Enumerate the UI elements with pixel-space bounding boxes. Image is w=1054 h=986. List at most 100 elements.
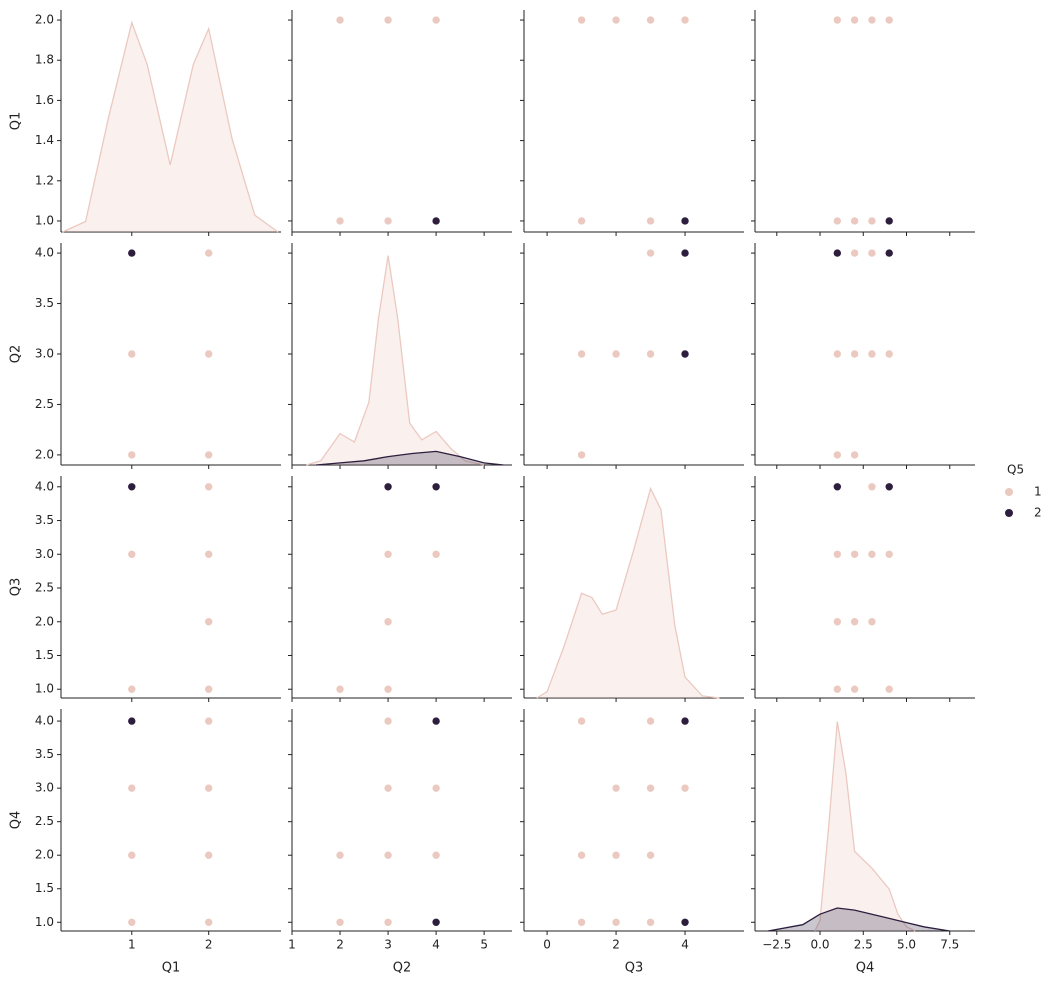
- y-tick-label: 1.5: [35, 881, 54, 895]
- kde-line: [536, 486, 720, 699]
- scatter-point: [127, 482, 137, 492]
- scatter-point: [646, 850, 655, 860]
- x-tick-label: 2: [612, 938, 620, 952]
- y-tick-label: 1.6: [35, 93, 54, 107]
- scatter-point: [646, 15, 655, 25]
- y-tick-label: 2.5: [35, 397, 54, 411]
- x-axis-label: Q4: [856, 961, 875, 976]
- scatter-point: [833, 15, 842, 25]
- scatter-point: [850, 248, 859, 258]
- scatter-point: [383, 917, 393, 927]
- scatter-point: [383, 216, 393, 226]
- scatter-point: [383, 15, 393, 25]
- scatter-point: [383, 482, 393, 492]
- y-tick-label: 1.8: [35, 53, 54, 67]
- y-tick-label: 4.0: [35, 246, 54, 260]
- scatter-point: [646, 216, 655, 226]
- scatter-point: [850, 216, 859, 226]
- scatter-point: [833, 549, 842, 559]
- scatter-point: [833, 684, 842, 694]
- scatter-point: [884, 684, 894, 694]
- x-tick-label: 0.0: [810, 938, 829, 952]
- scatter-point: [383, 549, 393, 559]
- scatter-point: [884, 216, 894, 226]
- legend-label: 2: [1034, 506, 1042, 520]
- y-tick-label: 3.5: [35, 747, 54, 761]
- scatter-point: [833, 482, 842, 492]
- scatter-point: [867, 15, 877, 25]
- y-tick-label: 1.0: [35, 915, 54, 929]
- legend-title: Q5: [1007, 463, 1024, 477]
- scatter-point: [431, 482, 441, 492]
- y-tick-label: 2.0: [35, 614, 54, 628]
- x-tick-label: 5.0: [897, 938, 916, 952]
- scatter-point: [680, 15, 690, 25]
- y-tick-label: 4.0: [35, 479, 54, 493]
- x-axis-label: Q2: [393, 961, 412, 976]
- scatter-point: [204, 482, 213, 492]
- y-axis-label: Q4: [9, 811, 24, 830]
- x-tick-label: 5: [480, 938, 488, 952]
- x-tick-label: −2.5: [762, 938, 791, 952]
- x-tick-label: 7.5: [940, 938, 959, 952]
- scatter-point: [884, 349, 894, 359]
- x-tick-label: 0: [543, 938, 551, 952]
- y-tick-label: 2.0: [35, 848, 54, 862]
- y-tick-label: 1.5: [35, 648, 54, 662]
- scatter-point: [127, 549, 137, 559]
- x-tick-label: 3: [384, 938, 392, 952]
- x-axis-label: Q3: [625, 961, 644, 976]
- scatter-point: [833, 216, 842, 226]
- scatter-point: [833, 617, 842, 627]
- scatter-point: [204, 917, 213, 927]
- scatter-point: [867, 349, 877, 359]
- scatter-point: [833, 349, 842, 359]
- scatter-point: [680, 216, 690, 226]
- scatter-point: [646, 349, 655, 359]
- x-tick-label: 1: [288, 938, 296, 952]
- scatter-point: [577, 917, 586, 927]
- y-tick-label: 1.0: [35, 213, 54, 227]
- scatter-point: [577, 850, 586, 860]
- y-tick-label: 3.0: [35, 347, 54, 361]
- kde-line: [306, 255, 485, 466]
- scatter-point: [611, 917, 621, 927]
- legend-label: 1: [1034, 485, 1042, 499]
- scatter-point: [867, 549, 877, 559]
- scatter-point: [127, 917, 137, 927]
- scatter-point: [204, 349, 213, 359]
- scatter-point: [204, 450, 213, 460]
- scatter-point: [611, 783, 621, 793]
- scatter-point: [867, 617, 877, 627]
- scatter-point: [577, 15, 586, 25]
- y-tick-label: 1.0: [35, 682, 54, 696]
- y-axis-label: Q2: [9, 345, 24, 364]
- scatter-point: [431, 716, 441, 726]
- scatter-point: [431, 549, 441, 559]
- scatter-point: [680, 783, 690, 793]
- scatter-point: [577, 349, 586, 359]
- scatter-point: [833, 248, 842, 258]
- x-tick-label: 2: [205, 938, 213, 952]
- scatter-point: [204, 783, 213, 793]
- scatter-point: [204, 617, 213, 627]
- y-tick-label: 3.0: [35, 547, 54, 561]
- scatter-point: [127, 248, 137, 258]
- y-tick-label: 3.5: [35, 296, 54, 310]
- kde-line: [814, 721, 916, 932]
- scatter-point: [577, 450, 586, 460]
- scatter-point: [577, 716, 586, 726]
- scatter-point: [850, 549, 859, 559]
- scatter-point: [884, 248, 894, 258]
- scatter-point: [127, 684, 137, 694]
- scatter-point: [884, 549, 894, 559]
- scatter-point: [646, 248, 655, 258]
- scatter-point: [335, 917, 345, 927]
- scatter-point: [204, 684, 213, 694]
- scatter-point: [867, 216, 877, 226]
- scatter-point: [850, 15, 859, 25]
- scatter-point: [884, 482, 894, 492]
- scatter-point: [335, 15, 345, 25]
- y-axis-label: Q3: [9, 578, 24, 597]
